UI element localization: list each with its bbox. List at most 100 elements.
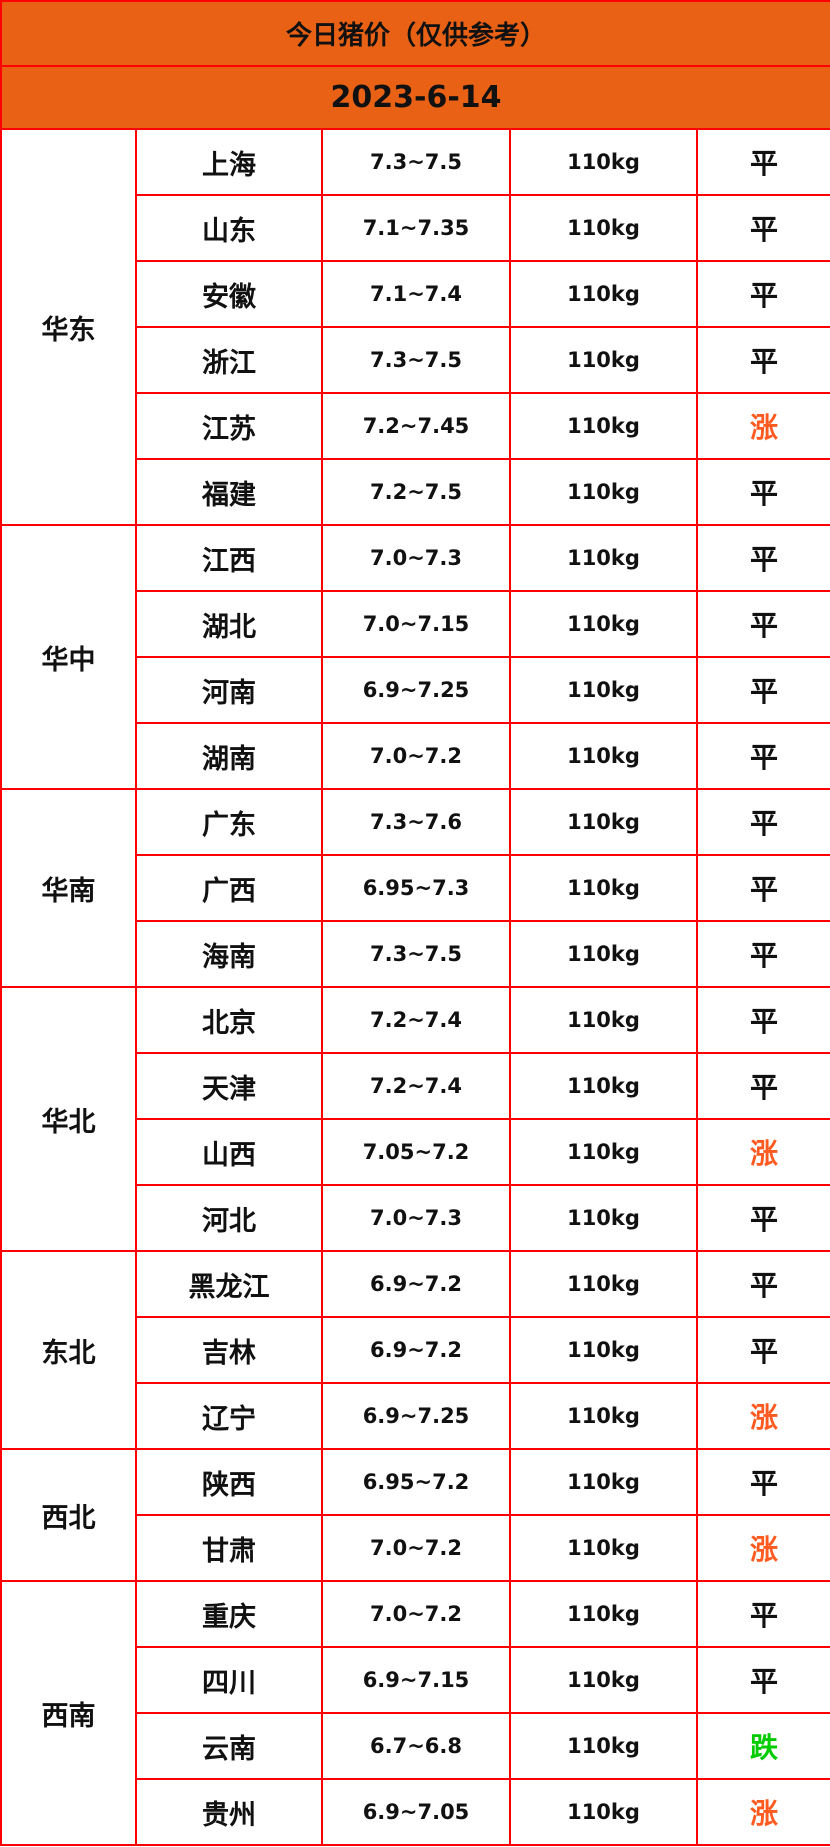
province-cell: 辽宁 <box>135 1382 323 1450</box>
weight-cell: 110kg <box>509 392 698 460</box>
price-cell: 7.2~7.4 <box>321 986 511 1054</box>
weight-cell: 110kg <box>509 1778 698 1846</box>
price-cell: 7.3~7.5 <box>321 920 511 988</box>
weight-cell: 110kg <box>509 1712 698 1780</box>
table-row: 河南 6.9~7.25 110kg 平 <box>1 656 830 724</box>
price-cell: 7.0~7.2 <box>321 1514 511 1582</box>
trend-cell: 平 <box>695 1184 830 1252</box>
price-cell: 7.3~7.6 <box>321 788 511 856</box>
province-cell: 天津 <box>135 1052 323 1120</box>
table-row: 四川 6.9~7.15 110kg 平 <box>1 1646 830 1714</box>
table-row: 吉林 6.9~7.2 110kg 平 <box>1 1316 830 1384</box>
price-cell: 7.0~7.3 <box>321 1184 511 1252</box>
weight-cell: 110kg <box>509 722 698 790</box>
table-row: 天津 7.2~7.4 110kg 平 <box>1 1052 830 1120</box>
province-cell: 陕西 <box>135 1448 323 1516</box>
price-cell: 6.95~7.3 <box>321 854 511 922</box>
trend-cell: 平 <box>695 788 830 856</box>
price-cell: 6.9~7.2 <box>321 1316 511 1384</box>
price-cell: 6.95~7.2 <box>321 1448 511 1516</box>
table-date: 2023-6-14 <box>0 65 830 130</box>
table-row: 广西 6.95~7.3 110kg 平 <box>1 854 830 922</box>
weight-cell: 110kg <box>509 920 698 988</box>
province-cell: 安徽 <box>135 260 323 328</box>
weight-cell: 110kg <box>509 326 698 394</box>
trend-cell: 涨 <box>695 1118 830 1186</box>
weight-cell: 110kg <box>509 986 698 1054</box>
weight-cell: 110kg <box>509 524 698 592</box>
table-row: 华中 江西 7.0~7.3 110kg 平 <box>0 524 830 790</box>
price-cell: 6.9~7.2 <box>321 1250 511 1318</box>
table-row: 东北 黑龙江 6.9~7.2 110kg 平 <box>0 1250 830 1450</box>
trend-cell: 平 <box>695 854 830 922</box>
province-cell: 江西 <box>135 524 323 592</box>
province-cell: 四川 <box>135 1646 323 1714</box>
province-cell: 云南 <box>135 1712 323 1780</box>
price-cell: 6.9~7.15 <box>321 1646 511 1714</box>
price-cell: 7.3~7.5 <box>321 128 511 196</box>
trend-cell: 平 <box>695 1646 830 1714</box>
region-cell: 西北 <box>0 1448 137 1582</box>
province-cell: 黑龙江 <box>135 1250 323 1318</box>
trend-cell: 平 <box>695 1250 830 1318</box>
table-row: 云南 6.7~6.8 110kg 跌 <box>1 1712 830 1780</box>
price-cell: 6.9~7.05 <box>321 1778 511 1846</box>
province-cell: 重庆 <box>135 1580 323 1648</box>
table-row: 安徽 7.1~7.4 110kg 平 <box>1 260 830 328</box>
province-cell: 甘肃 <box>135 1514 323 1582</box>
price-cell: 7.2~7.4 <box>321 1052 511 1120</box>
weight-cell: 110kg <box>509 1052 698 1120</box>
trend-cell: 平 <box>695 722 830 790</box>
table-row: 湖北 7.0~7.15 110kg 平 <box>1 590 830 658</box>
province-cell: 广西 <box>135 854 323 922</box>
table-row: 西北 陕西 6.95~7.2 110kg 平 <box>0 1448 830 1582</box>
weight-cell: 110kg <box>509 1250 698 1318</box>
table-row: 湖南 7.0~7.2 110kg 平 <box>1 722 830 790</box>
region-cell: 西南 <box>0 1580 137 1846</box>
trend-cell: 涨 <box>695 1778 830 1846</box>
weight-cell: 110kg <box>509 1448 698 1516</box>
province-cell: 海南 <box>135 920 323 988</box>
province-cell: 上海 <box>135 128 323 196</box>
price-cell: 7.3~7.5 <box>321 326 511 394</box>
table-row: 甘肃 7.0~7.2 110kg 涨 <box>1 1514 830 1582</box>
trend-cell: 涨 <box>695 1514 830 1582</box>
trend-cell: 平 <box>695 260 830 328</box>
province-cell: 湖北 <box>135 590 323 658</box>
province-cell: 福建 <box>135 458 323 526</box>
table-row: 山东 7.1~7.35 110kg 平 <box>1 194 830 262</box>
weight-cell: 110kg <box>509 458 698 526</box>
province-cell: 广东 <box>135 788 323 856</box>
province-cell: 河南 <box>135 656 323 724</box>
table-row: 华北 北京 7.2~7.4 110kg 平 <box>0 986 830 1252</box>
trend-cell: 平 <box>695 194 830 262</box>
price-cell: 6.7~6.8 <box>321 1712 511 1780</box>
price-cell: 7.1~7.4 <box>321 260 511 328</box>
price-cell: 7.05~7.2 <box>321 1118 511 1186</box>
price-cell: 7.0~7.2 <box>321 1580 511 1648</box>
province-cell: 山东 <box>135 194 323 262</box>
weight-cell: 110kg <box>509 1382 698 1450</box>
province-cell: 北京 <box>135 986 323 1054</box>
trend-cell: 平 <box>695 1580 830 1648</box>
region-cell: 华北 <box>0 986 137 1252</box>
region-cell: 华南 <box>0 788 137 988</box>
weight-cell: 110kg <box>509 1580 698 1648</box>
table-title: 今日猪价（仅供参考） <box>0 0 830 67</box>
table-row: 山西 7.05~7.2 110kg 涨 <box>1 1118 830 1186</box>
trend-cell: 平 <box>695 590 830 658</box>
region-cell: 华中 <box>0 524 137 790</box>
weight-cell: 110kg <box>509 1118 698 1186</box>
trend-cell: 平 <box>695 524 830 592</box>
weight-cell: 110kg <box>509 590 698 658</box>
price-cell: 6.9~7.25 <box>321 1382 511 1450</box>
weight-cell: 110kg <box>509 1514 698 1582</box>
province-cell: 江苏 <box>135 392 323 460</box>
weight-cell: 110kg <box>509 260 698 328</box>
province-cell: 吉林 <box>135 1316 323 1384</box>
table-row: 浙江 7.3~7.5 110kg 平 <box>1 326 830 394</box>
province-cell: 河北 <box>135 1184 323 1252</box>
price-cell: 7.0~7.15 <box>321 590 511 658</box>
trend-cell: 平 <box>695 1448 830 1516</box>
